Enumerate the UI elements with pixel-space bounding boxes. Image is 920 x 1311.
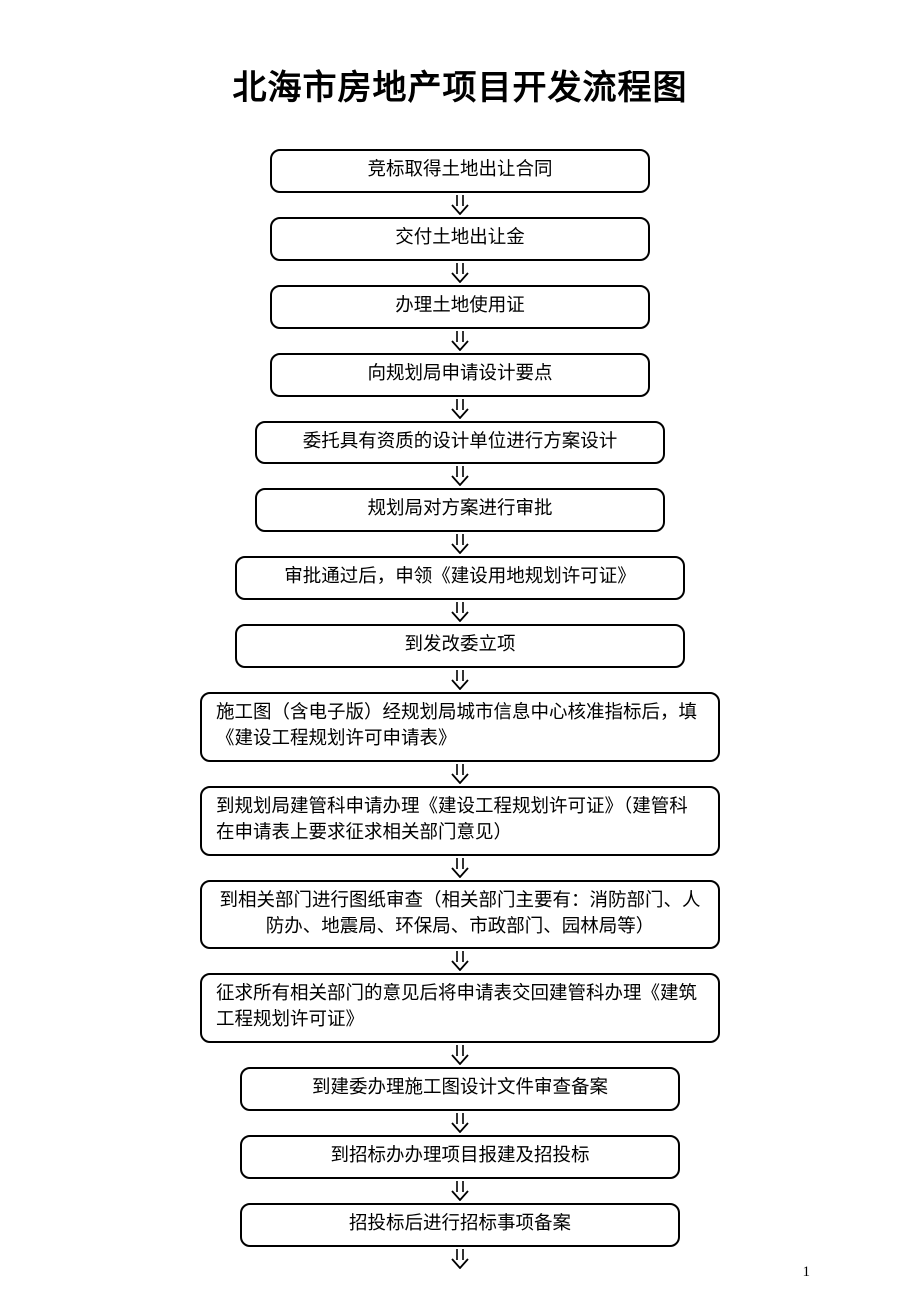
page-number: 1 [803,1264,811,1281]
flow-arrow [448,670,472,690]
flow-arrow [448,534,472,554]
flow-node: 征求所有相关部门的意见后将申请表交回建管科办理《建筑工程规划许可证》 [200,973,720,1043]
flow-arrow [448,466,472,486]
flow-node: 招投标后进行招标事项备案 [240,1203,680,1247]
flow-node: 施工图（含电子版）经规划局城市信息中心核准指标后，填《建设工程规划许可申请表》 [200,692,720,762]
flow-arrow [448,602,472,622]
flow-node: 委托具有资质的设计单位进行方案设计 [255,421,665,465]
flow-arrow [448,399,472,419]
flow-node: 审批通过后，申领《建设用地规划许可证》 [235,556,685,600]
flow-arrow [448,263,472,283]
flow-node: 办理土地使用证 [270,285,650,329]
flow-node: 到建委办理施工图设计文件审查备案 [240,1067,680,1111]
flow-node: 交付土地出让金 [270,217,650,261]
flow-arrow [448,858,472,878]
flow-arrow [448,764,472,784]
page-title: 北海市房地产项目开发流程图 [0,60,920,109]
flow-arrow [448,1113,472,1133]
flow-node: 到相关部门进行图纸审查（相关部门主要有：消防部门、人防办、地震局、环保局、市政部… [200,880,720,950]
flow-node: 到招标办办理项目报建及招投标 [240,1135,680,1179]
flow-arrow [448,1249,472,1269]
flow-node: 向规划局申请设计要点 [270,353,650,397]
flow-node: 规划局对方案进行审批 [255,488,665,532]
flowchart-container: 竞标取得土地出让合同交付土地出让金办理土地使用证向规划局申请设计要点委托具有资质… [0,149,920,1271]
flow-arrow [448,331,472,351]
flow-node: 竞标取得土地出让合同 [270,149,650,193]
flow-arrow [448,1181,472,1201]
flow-node: 到规划局建管科申请办理《建设工程规划许可证》（建管科在申请表上要求征求相关部门意… [200,786,720,856]
flow-arrow [448,195,472,215]
flow-node: 到发改委立项 [235,624,685,668]
flow-arrow [448,1045,472,1065]
flow-arrow [448,951,472,971]
